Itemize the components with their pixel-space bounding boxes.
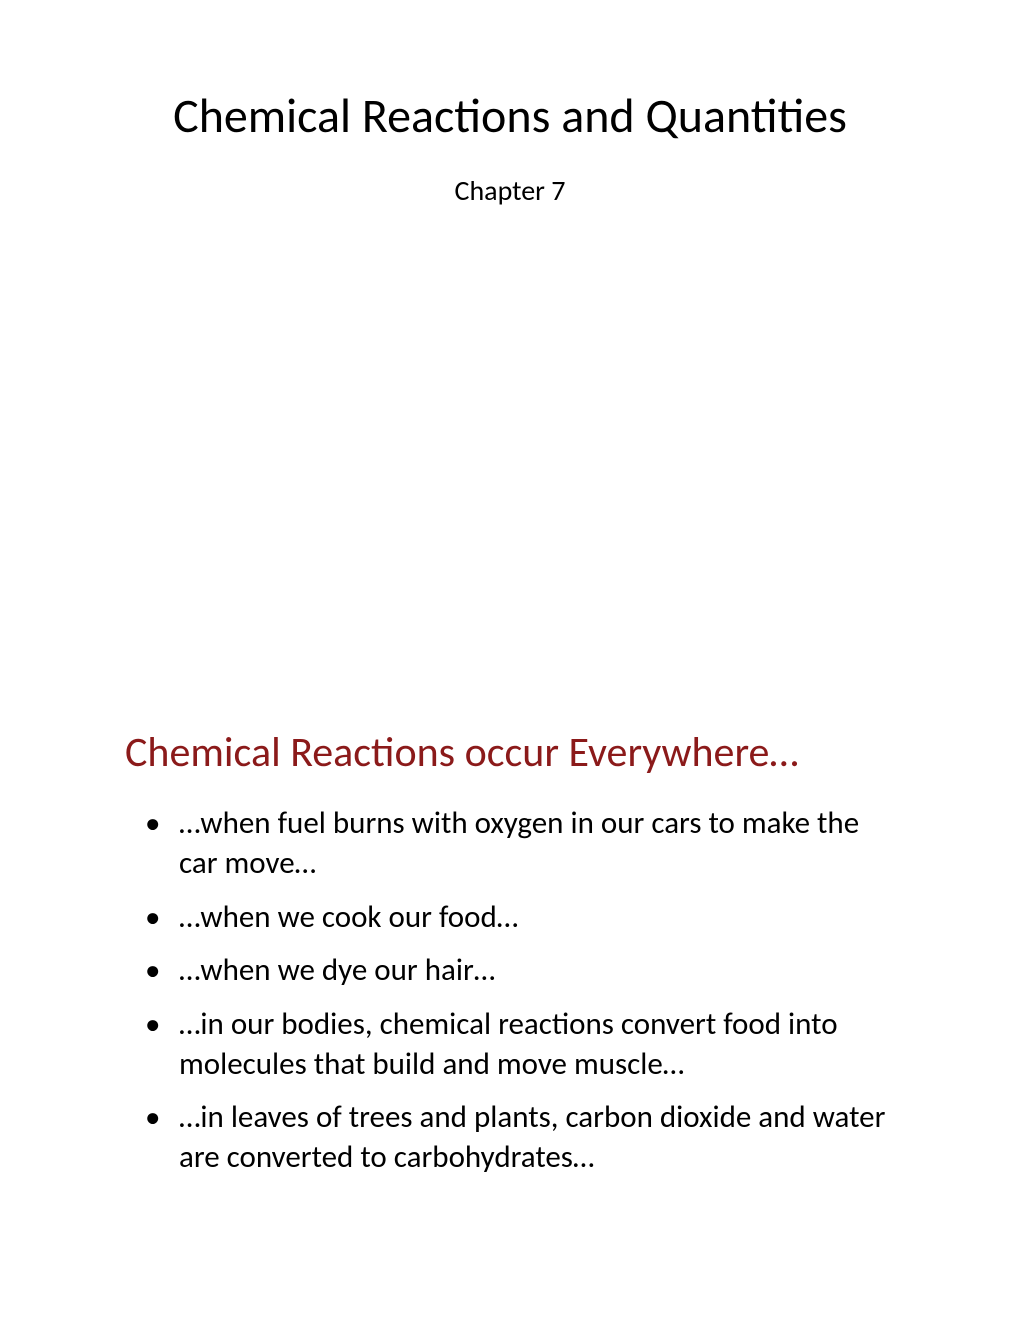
- slide-2-heading: Chemical Reactions occur Everywhere…: [125, 730, 900, 776]
- list-item: …when we dye our hair…: [173, 951, 900, 991]
- list-item: …when we cook our food…: [173, 898, 900, 938]
- list-item: …when fuel burns with oxygen in our cars…: [173, 804, 900, 883]
- slide-2: Chemical Reactions occur Everywhere… …wh…: [0, 730, 1020, 1192]
- list-item: …in leaves of trees and plants, carbon d…: [173, 1098, 900, 1177]
- slide-1-subtitle: Chapter 7: [80, 173, 940, 208]
- page-container: Chemical Reactions and Quantities Chapte…: [0, 0, 1020, 1320]
- slide-1-title: Chemical Reactions and Quantities: [80, 88, 940, 143]
- list-item: …in our bodies, chemical reactions conve…: [173, 1005, 900, 1084]
- bullet-list: …when fuel burns with oxygen in our cars…: [125, 804, 900, 1177]
- slide-1: Chemical Reactions and Quantities Chapte…: [0, 0, 1020, 208]
